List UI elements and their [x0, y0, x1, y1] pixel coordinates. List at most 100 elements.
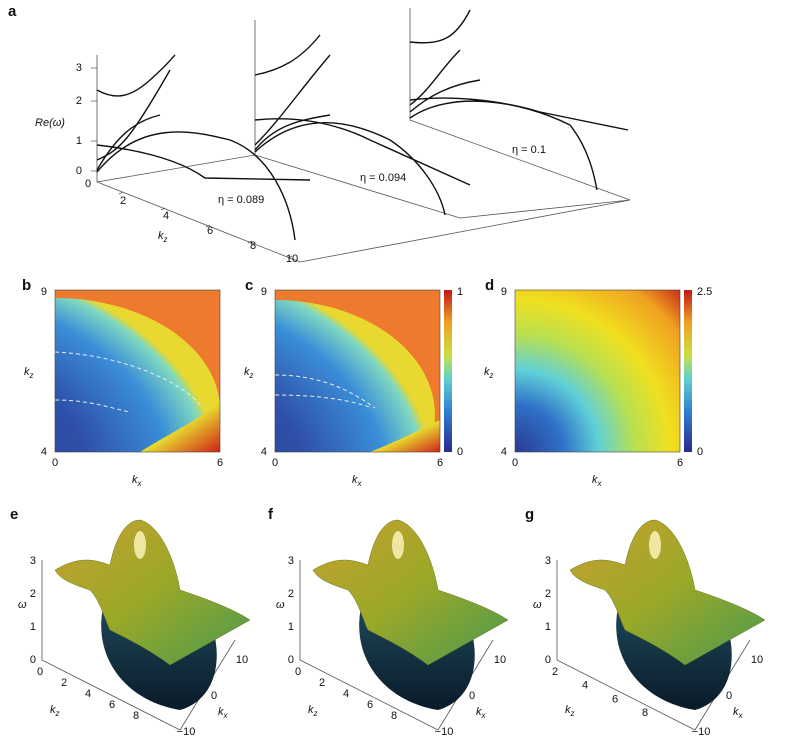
z-tick-label: 3: [545, 555, 551, 567]
label-main: k: [352, 474, 358, 486]
annotation: η = 0.1: [512, 144, 546, 156]
y-tick-label: 9: [41, 286, 47, 298]
tick-marks: [91, 67, 293, 259]
heatmap: [55, 290, 220, 452]
label-sub: x: [223, 711, 229, 720]
heatmap-region: [140, 400, 220, 452]
panel-a: a 3 2 1 0 0 Re(ω) 2 4 6 8 10 kz η = 0.08…: [8, 3, 631, 265]
depth-tick-label: 4: [163, 210, 169, 222]
contour: [275, 374, 376, 409]
z-tick-label: 1: [288, 621, 294, 633]
kz-tick-label: 2: [552, 666, 558, 678]
z-tick-label: 2: [30, 588, 36, 600]
heatmap-region: [275, 300, 435, 452]
kx-tick-label: −10: [692, 726, 711, 738]
kx-tick-label: 0: [211, 690, 217, 702]
kz-tick-label: 4: [85, 688, 91, 700]
label-main: k: [592, 474, 598, 486]
y-tick-label: 0: [76, 165, 82, 177]
contour: [55, 351, 201, 413]
y-axis-label: kz: [244, 366, 254, 380]
heatmap: [275, 290, 440, 452]
axis-label: kx: [733, 706, 744, 720]
depth-tick-label: 2: [120, 195, 126, 207]
y-tick-label: 4: [261, 446, 267, 458]
label-sub: x: [597, 479, 603, 488]
annotation: η = 0.094: [360, 172, 406, 184]
label-sub: z: [55, 709, 60, 718]
axis-label: kx: [476, 706, 487, 720]
panel-d: d 2.5 0 9 4 0 6 kz kx: [484, 277, 712, 488]
kz-tick-label: 6: [109, 699, 115, 711]
label-main: k: [308, 704, 314, 716]
curves: [409, 9, 629, 191]
label-sub: x: [481, 711, 487, 720]
label-main: k: [565, 704, 571, 716]
curves: [96, 54, 311, 241]
label-main: k: [244, 366, 250, 378]
colorbar-tick-label: 0: [697, 446, 703, 458]
kx-tick-label: 10: [236, 654, 248, 666]
kx-tick-label: −10: [177, 726, 196, 738]
x-tick-label: 0: [272, 457, 278, 469]
label-sub: z: [163, 235, 168, 244]
label-main: k: [733, 706, 739, 718]
highlight: [649, 531, 661, 559]
z-axis-label: ω: [533, 599, 542, 611]
y-tick-label: 9: [501, 286, 507, 298]
label-sub: z: [570, 709, 575, 718]
kx-tick-label: 10: [751, 654, 763, 666]
x-axis-label: kx: [132, 474, 143, 488]
label-main: k: [158, 230, 164, 242]
colorbar: [444, 290, 452, 452]
z-tick-label: 2: [545, 588, 551, 600]
kx-tick-label: 0: [726, 690, 732, 702]
y-tick-label: 4: [501, 446, 507, 458]
label-main: k: [484, 366, 490, 378]
frame: [54, 289, 221, 453]
y-tick-label: 3: [76, 62, 82, 74]
axis-label: kz: [565, 704, 575, 718]
panel-label: d: [485, 277, 494, 294]
axis-label: kx: [218, 706, 229, 720]
z-axis-label: ω: [276, 599, 285, 611]
colorbar-tick-label: 1: [457, 286, 463, 298]
kx-tick-label: 10: [494, 654, 506, 666]
panel-label: c: [245, 277, 253, 294]
z-tick-label: 3: [288, 555, 294, 567]
label-main: k: [132, 474, 138, 486]
kz-tick-label: 8: [133, 710, 139, 722]
kx-tick-label: 0: [469, 690, 475, 702]
highlight: [392, 531, 404, 559]
kz-tick-label: 0: [37, 666, 43, 678]
colorbar: [684, 290, 692, 452]
kz-tick-label: 0: [295, 666, 301, 678]
x-tick-label: 0: [52, 457, 58, 469]
panel-label: e: [10, 506, 18, 523]
z-tick-label: 2: [288, 588, 294, 600]
depth-tick-label: 6: [207, 225, 213, 237]
heatmap: [514, 289, 681, 453]
colorbar-tick-label: 2.5: [697, 286, 712, 298]
label-main: k: [476, 706, 482, 718]
kz-tick-label: 2: [61, 677, 67, 689]
y-tick-label: 2: [76, 95, 82, 107]
panel-label: a: [8, 3, 17, 20]
surface: [312, 519, 509, 666]
depth-tick-label: 10: [286, 253, 298, 265]
x-tick-label: 6: [677, 457, 683, 469]
y-axis-label: kz: [24, 366, 34, 380]
kz-tick-label: 6: [612, 693, 618, 705]
panel-c: c 1 0 9 4 0 6 kz kx: [244, 277, 463, 488]
label-sub: z: [249, 371, 254, 380]
axis-label: kz: [50, 704, 60, 718]
kz-tick-label: 4: [582, 680, 588, 692]
y-tick-label: 1: [76, 135, 82, 147]
z-tick-label: 1: [30, 621, 36, 633]
kz-tick-label: 6: [367, 699, 373, 711]
label-sub: z: [489, 371, 494, 380]
x-tick-label: 0: [512, 457, 518, 469]
